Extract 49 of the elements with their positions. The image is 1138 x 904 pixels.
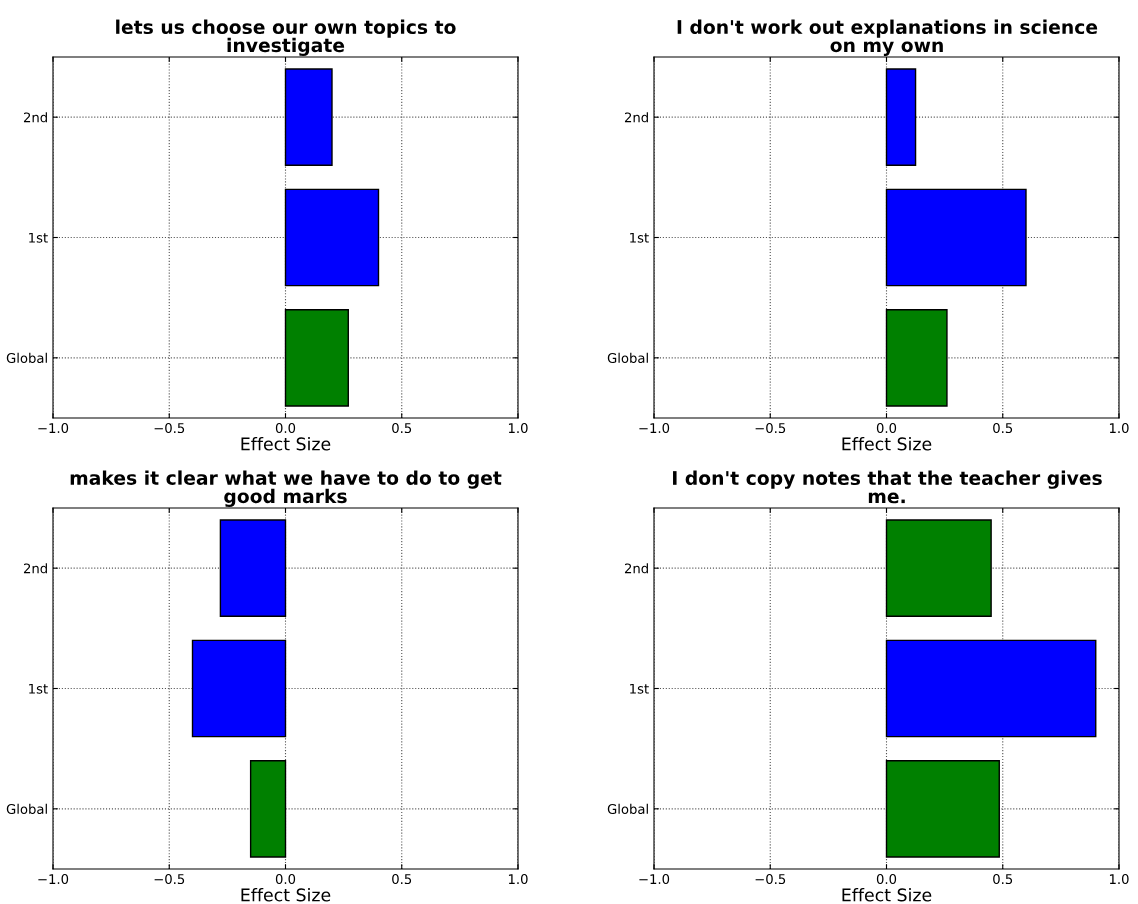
bar [885,309,948,407]
x-axis-title: Effect Size [241,437,331,451]
x-tick-label: 1.0 [508,874,528,885]
x-tick-label: 0.5 [392,423,412,434]
chart-title: lets us choose our own topics to investigate [116,19,456,56]
y-tick-label: 1st [29,232,48,243]
x-tick-label: 0.0 [275,423,296,434]
bar [284,188,380,287]
x-tick-label: 0.0 [876,874,897,885]
x-tick-label: −1.0 [38,874,69,885]
y-tick-label: 2nd [624,112,648,123]
y-tick-label: 1st [630,683,649,694]
x-tick-label: 0.0 [275,874,296,885]
bar [284,68,333,166]
bar [885,68,917,166]
bar [885,519,992,617]
x-axis-title: Effect Size [241,888,331,902]
x-axis-title: Effect Size [842,437,932,451]
x-tick-label: −1.0 [639,874,670,885]
y-tick-label: 1st [630,232,649,243]
y-tick-label: 2nd [23,112,47,123]
bar [284,309,349,407]
x-tick-label: −0.5 [755,874,786,885]
bar [885,760,1000,858]
bar [885,639,1097,738]
y-tick-label: 2nd [624,563,648,574]
chart-title: I don't copy notes that the teacher gives me. [673,470,1102,504]
x-tick-label: 1.0 [1109,423,1129,434]
x-tick-label: 0.5 [993,874,1013,885]
bar [885,188,1027,287]
x-tick-label: −0.5 [755,423,786,434]
y-tick-label: 2nd [23,563,47,574]
x-tick-label: 0.5 [392,874,412,885]
x-tick-label: 0.0 [876,423,897,434]
x-tick-label: 1.0 [508,423,528,434]
x-tick-label: 1.0 [1109,874,1129,885]
x-tick-label: 0.5 [993,423,1013,434]
chart-title: makes it clear what we have to do to get good marks [70,470,502,507]
y-tick-label: Global [6,352,47,364]
y-tick-label: 1st [29,683,48,694]
x-axis-title: Effect Size [842,888,932,902]
y-tick-label: Global [607,352,648,364]
x-tick-label: −1.0 [38,423,69,434]
x-tick-label: −0.5 [154,874,185,885]
y-tick-label: Global [607,803,648,815]
y-tick-label: Global [6,803,47,815]
x-tick-label: −0.5 [154,423,185,434]
x-tick-label: −1.0 [639,423,670,434]
chart-title: I don't work out explanations in science on my own [677,19,1098,56]
